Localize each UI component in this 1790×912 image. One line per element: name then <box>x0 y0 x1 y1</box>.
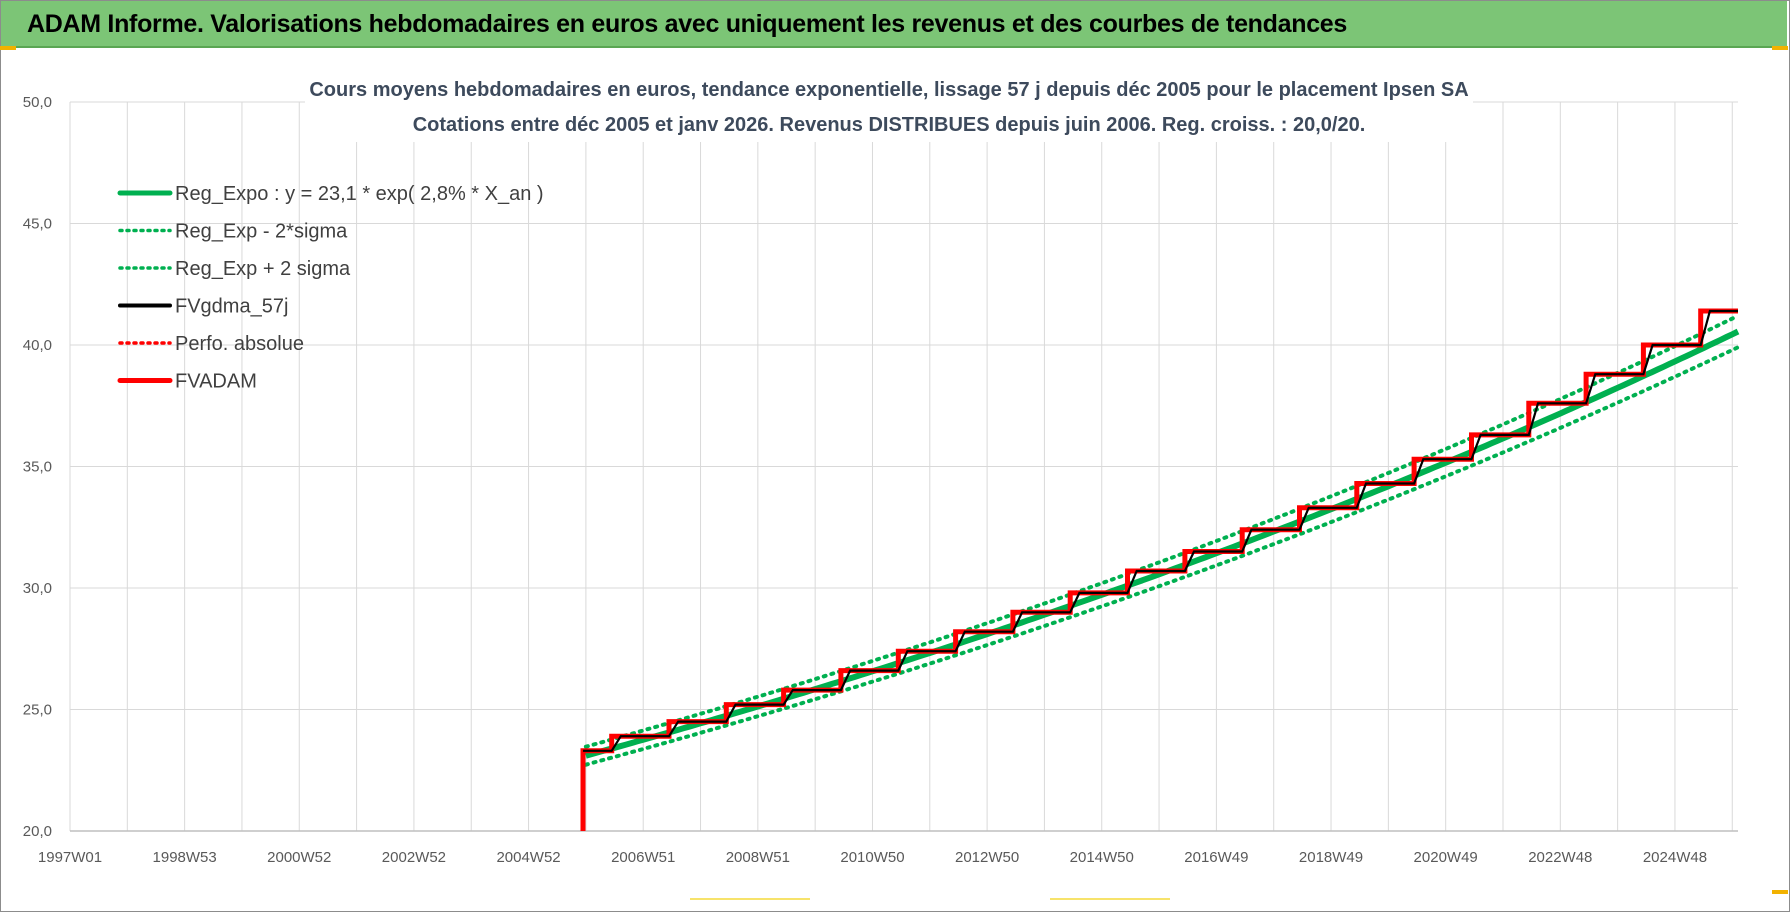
corner-mark <box>690 898 810 900</box>
legend: Reg_Expo : y = 23,1 * exp( 2,8% * X_an )… <box>117 183 544 393</box>
legend-label: Reg_Expo : y = 23,1 * exp( 2,8% * X_an ) <box>175 183 544 205</box>
x-tick-label: 2020W49 <box>1414 849 1478 866</box>
x-tick-label: 2022W48 <box>1528 849 1592 866</box>
series-reg-exp-plus-2sigma <box>583 313 1740 749</box>
legend-label: Reg_Exp + 2 sigma <box>175 258 351 280</box>
y-tick-label: 30,0 <box>23 580 52 597</box>
corner-mark <box>1772 46 1788 50</box>
x-tick-label: 1998W53 <box>153 849 217 866</box>
x-tick-label: 2006W51 <box>611 849 675 866</box>
legend-label: FVgdma_57j <box>175 296 288 318</box>
legend-label: Perfo. absolue <box>175 333 304 355</box>
series-layer <box>580 308 1740 831</box>
title-background <box>305 68 1473 142</box>
corner-mark <box>0 46 16 50</box>
legend-label: FVADAM <box>175 371 257 393</box>
corner-mark <box>1050 898 1170 900</box>
x-tick-label: 2002W52 <box>382 849 446 866</box>
grid-layer <box>69 101 1738 832</box>
x-tick-label: 2004W52 <box>496 849 560 866</box>
x-tick-label: 2000W52 <box>267 849 331 866</box>
title-layer: Cours moyens hebdomadaires en euros, ten… <box>305 68 1473 142</box>
chart-title: Cours moyens hebdomadaires en euros, ten… <box>309 79 1468 101</box>
y-tick-label: 25,0 <box>23 702 52 719</box>
title-banner: ADAM Informe. Valorisations hebdomadaire… <box>1 1 1787 48</box>
x-tick-label: 2010W50 <box>840 849 904 866</box>
banner-title: ADAM Informe. Valorisations hebdomadaire… <box>27 10 1348 38</box>
y-tick-label: 40,0 <box>23 337 52 354</box>
series-fvgdma-57j <box>583 309 1738 752</box>
x-tick-label: 2014W50 <box>1070 849 1134 866</box>
corner-mark <box>1772 890 1788 894</box>
chart-subtitle: Cotations entre déc 2005 et janv 2026. R… <box>413 114 1366 136</box>
x-tick-label: 1997W01 <box>38 849 102 866</box>
x-tick-label: 2016W49 <box>1184 849 1248 866</box>
legend-label: Reg_Exp - 2*sigma <box>175 221 348 243</box>
y-tick-label: 50,0 <box>23 94 52 111</box>
axis-layer: 20,0 25,0 30,0 35,0 40,0 45,0 50,0 1997W01 1998W… <box>23 94 1738 866</box>
x-tick-label: 2024W48 <box>1643 849 1707 866</box>
x-tick-label: 2012W50 <box>955 849 1019 866</box>
y-tick-label: 20,0 <box>23 823 52 840</box>
y-tick-label: 45,0 <box>23 216 52 233</box>
y-tick-label: 35,0 <box>23 459 52 476</box>
x-tick-label: 2008W51 <box>726 849 790 866</box>
series-fvadam <box>580 308 1738 831</box>
x-tick-label: 2018W49 <box>1299 849 1363 866</box>
series-reg-exp-minus-2sigma <box>583 345 1740 767</box>
